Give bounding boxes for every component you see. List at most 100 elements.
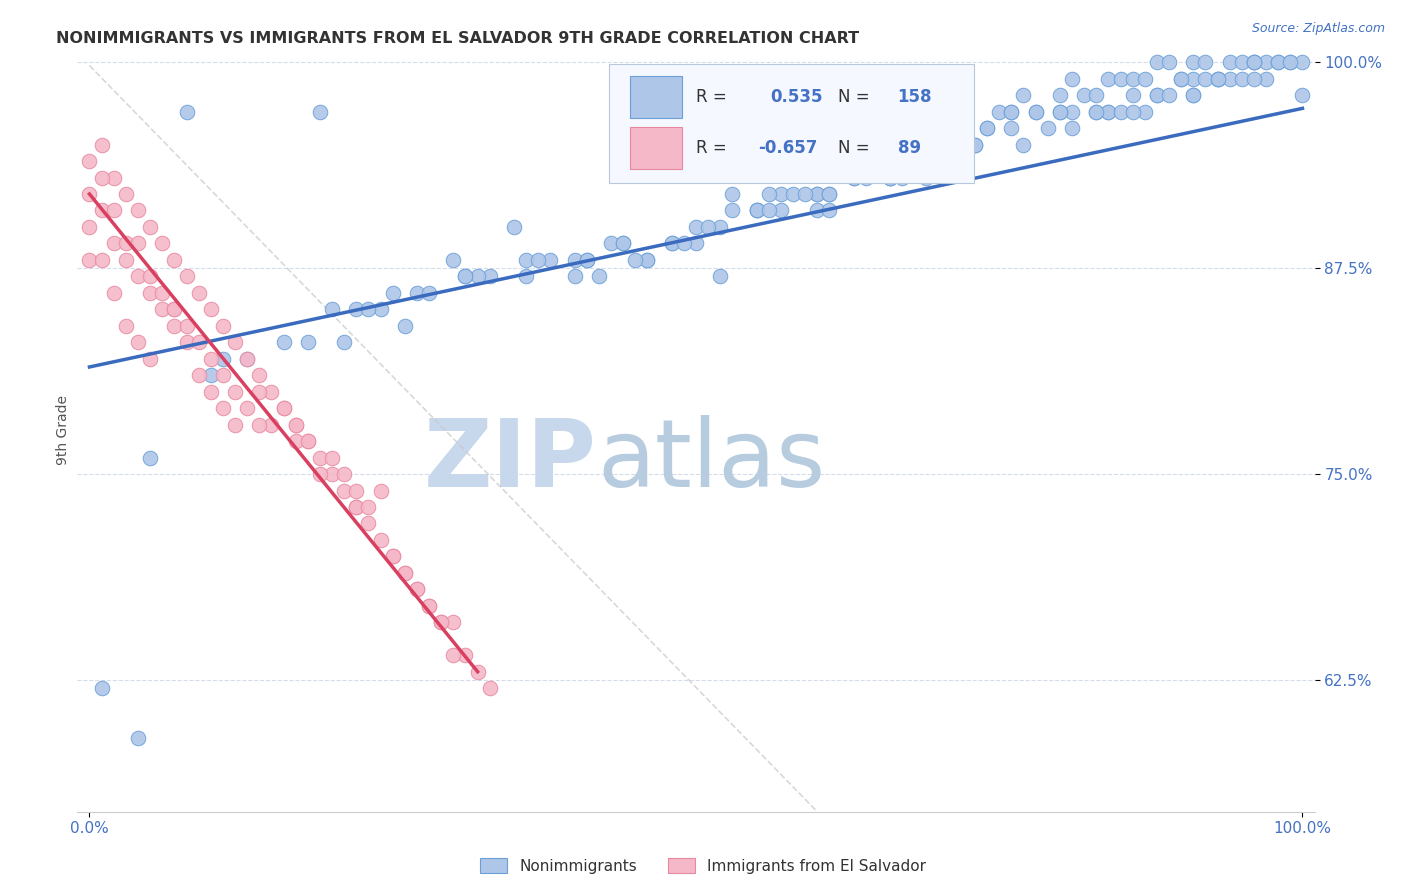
Point [928,137,950,152]
Point [1122,88,1144,103]
Text: Source: ZipAtlas.com: Source: ZipAtlas.com [1251,22,1385,36]
Point [721,187,744,202]
Text: N =: N = [838,88,870,106]
Point [273,335,295,350]
Point [1146,88,1168,103]
Point [260,384,283,399]
Point [915,170,938,185]
Point [139,351,162,366]
Point [818,187,841,202]
Point [127,203,149,218]
Point [1157,88,1180,103]
Point [454,648,477,663]
Point [163,302,186,317]
Point [406,582,429,597]
Point [661,236,683,251]
Point [176,335,198,350]
Point [1109,104,1132,119]
Point [1025,104,1047,119]
Point [90,681,112,696]
Point [1085,104,1108,119]
Point [503,219,526,234]
Point [187,335,209,350]
Point [273,401,295,416]
Point [952,104,974,119]
Text: atlas: atlas [598,415,825,507]
Point [394,566,416,580]
Point [430,615,453,630]
Point [1206,71,1229,86]
Point [600,236,623,251]
Point [127,269,149,284]
Point [963,137,986,152]
Point [150,236,173,251]
Point [745,203,768,218]
Point [1267,55,1289,70]
Legend: Nonimmigrants, Immigrants from El Salvador: Nonimmigrants, Immigrants from El Salvad… [474,852,932,880]
Point [1085,88,1108,103]
Point [1194,71,1216,86]
Y-axis label: 9th Grade: 9th Grade [56,395,70,466]
Point [478,269,501,284]
Point [309,104,332,119]
Point [357,302,380,317]
Point [879,170,901,185]
Point [1133,104,1156,119]
Point [247,368,270,383]
Point [430,615,453,630]
Point [1060,71,1083,86]
Point [467,269,489,284]
Point [370,302,392,317]
Point [709,269,731,284]
Point [758,187,780,202]
Point [636,252,658,267]
Point [418,599,440,613]
Point [381,285,404,300]
Point [344,302,367,317]
Point [115,252,138,267]
Point [612,236,634,251]
Point [939,154,962,169]
Point [527,252,550,267]
Point [976,121,998,136]
Text: 0.535: 0.535 [770,88,823,106]
Point [90,170,112,185]
Point [273,401,295,416]
Point [1146,55,1168,70]
Point [176,269,198,284]
Point [782,187,804,202]
Point [1109,71,1132,86]
Point [1243,55,1265,70]
Point [90,203,112,218]
Point [441,615,464,630]
Point [818,203,841,218]
Point [1243,55,1265,70]
Point [1182,88,1205,103]
Point [224,417,246,432]
FancyBboxPatch shape [609,64,974,183]
Point [90,252,112,267]
Point [1219,55,1241,70]
Point [1097,104,1119,119]
Point [1157,55,1180,70]
Point [588,269,610,284]
Point [321,302,343,317]
Point [247,384,270,399]
Point [150,302,173,317]
Point [103,285,125,300]
Point [297,434,319,449]
Point [297,434,319,449]
Point [115,318,138,333]
Point [1230,55,1253,70]
Point [200,384,222,399]
Point [1170,71,1192,86]
Point [103,170,125,185]
Point [745,203,768,218]
Point [842,170,865,185]
Point [1049,88,1071,103]
Point [370,483,392,498]
Point [127,335,149,350]
Point [236,401,259,416]
Point [357,500,380,514]
Point [139,285,162,300]
